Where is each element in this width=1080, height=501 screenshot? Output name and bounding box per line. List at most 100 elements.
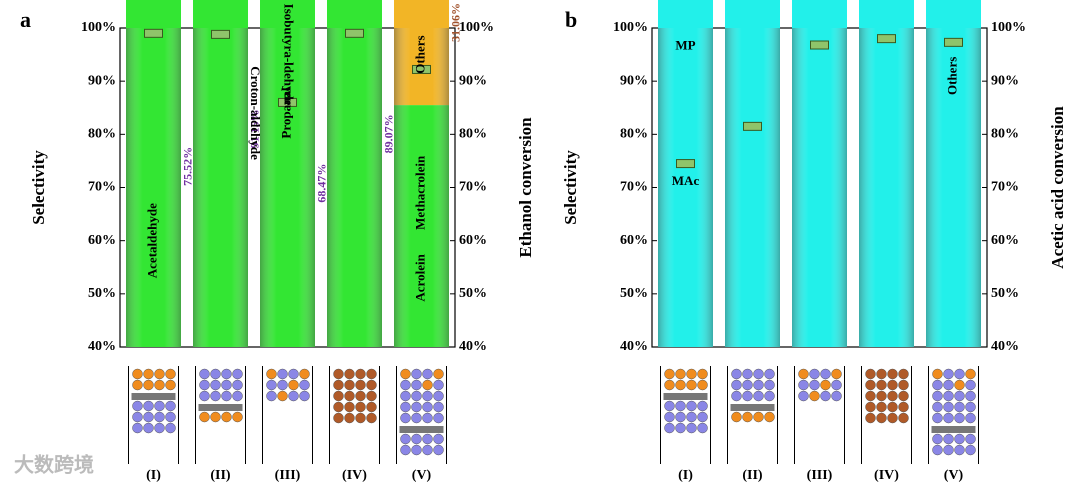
panel-letter: a bbox=[20, 7, 31, 32]
icon-atom bbox=[277, 379, 288, 391]
icon-atom bbox=[697, 422, 708, 434]
icon-atom bbox=[753, 368, 764, 380]
icon-atom bbox=[820, 390, 831, 402]
icon-atom bbox=[742, 368, 753, 380]
value-label: 31.06% bbox=[449, 3, 463, 42]
icon-atom bbox=[199, 379, 210, 391]
icon-layer bbox=[399, 426, 444, 433]
icon-atom bbox=[288, 368, 299, 380]
icon-atom bbox=[932, 433, 943, 445]
icon-atom bbox=[965, 412, 976, 424]
x-tick-label: (III) bbox=[275, 468, 301, 483]
annotation: Others bbox=[412, 35, 427, 73]
icon-atom bbox=[422, 412, 433, 424]
icon-atom bbox=[954, 444, 965, 456]
icon-atom bbox=[344, 368, 355, 380]
icon-atom bbox=[143, 379, 154, 391]
icon-atom bbox=[664, 368, 675, 380]
icon-atom bbox=[366, 401, 377, 413]
y-tick-label: 70% bbox=[88, 180, 116, 195]
icon-atom bbox=[132, 379, 143, 391]
icon-atom bbox=[143, 411, 154, 423]
icon-atom bbox=[697, 368, 708, 380]
icon-atom bbox=[411, 390, 422, 402]
icon-atom bbox=[932, 401, 943, 413]
icon-atom bbox=[154, 411, 165, 423]
icon-atom bbox=[943, 390, 954, 402]
icon-atom bbox=[954, 433, 965, 445]
icon-atom bbox=[675, 368, 686, 380]
y2-tick-label: 80% bbox=[991, 127, 1019, 142]
icon-atom bbox=[954, 379, 965, 391]
icon-atom bbox=[232, 368, 243, 380]
y-axis-label: Selectivity bbox=[29, 150, 48, 225]
x-tick-label: (III) bbox=[807, 468, 833, 483]
icon-atom bbox=[344, 379, 355, 391]
annotation: Isobutyra-ldehyde bbox=[282, 4, 297, 106]
icon-layer bbox=[663, 393, 708, 400]
icon-atom bbox=[199, 368, 210, 380]
icon-atom bbox=[954, 390, 965, 402]
y-tick-label: 60% bbox=[620, 233, 648, 248]
icon-atom bbox=[943, 412, 954, 424]
icon-atom bbox=[132, 411, 143, 423]
panel-letter: b bbox=[565, 7, 577, 32]
icon-atom bbox=[221, 411, 232, 423]
bar-shade bbox=[658, 28, 713, 347]
y2-tick-label: 80% bbox=[459, 127, 487, 142]
icon-atom bbox=[876, 401, 887, 413]
x-tick-label: (II) bbox=[742, 468, 763, 483]
icon-atom bbox=[355, 390, 366, 402]
icon-atom bbox=[965, 368, 976, 380]
icon-atom bbox=[898, 401, 909, 413]
conversion-marker bbox=[676, 159, 695, 169]
icon-atom bbox=[411, 433, 422, 445]
y-axis-label: Selectivity bbox=[561, 150, 580, 225]
icon-atom bbox=[232, 390, 243, 402]
icon-atom bbox=[865, 412, 876, 424]
icon-atom bbox=[366, 412, 377, 424]
value-label: 75.52% bbox=[181, 147, 195, 186]
icon-atom bbox=[400, 401, 411, 413]
icon-atom bbox=[686, 368, 697, 380]
icon-atom bbox=[686, 422, 697, 434]
icon-atom bbox=[333, 379, 344, 391]
bar-shade bbox=[193, 28, 248, 347]
icon-atom bbox=[764, 379, 775, 391]
icon-atom bbox=[333, 401, 344, 413]
icon-atom bbox=[400, 379, 411, 391]
icon-atom bbox=[820, 379, 831, 391]
icon-atom bbox=[165, 400, 176, 412]
value-label: 68.47% bbox=[315, 164, 329, 203]
icon-atom bbox=[400, 412, 411, 424]
icon-atom bbox=[433, 390, 444, 402]
icon-atom bbox=[333, 368, 344, 380]
icon-atom bbox=[742, 379, 753, 391]
icon-atom bbox=[865, 379, 876, 391]
icon-atom bbox=[675, 379, 686, 391]
x-tick-label: (IV) bbox=[874, 468, 899, 483]
value-label: 91.15% bbox=[248, 109, 262, 148]
icon-atom bbox=[355, 401, 366, 413]
icon-atom bbox=[132, 422, 143, 434]
bar-shade bbox=[926, 28, 981, 347]
icon-atom bbox=[411, 412, 422, 424]
icon-atom bbox=[932, 444, 943, 456]
icon-atom bbox=[366, 390, 377, 402]
icon-atom bbox=[400, 433, 411, 445]
icon-atom bbox=[898, 379, 909, 391]
icon-atom bbox=[820, 368, 831, 380]
icon-atom bbox=[433, 368, 444, 380]
icon-atom bbox=[433, 379, 444, 391]
icon-atom bbox=[299, 368, 310, 380]
icon-atom bbox=[288, 379, 299, 391]
icon-atom bbox=[686, 400, 697, 412]
icon-atom bbox=[798, 368, 809, 380]
icon-atom bbox=[154, 400, 165, 412]
bar-shade bbox=[126, 28, 181, 347]
annotation: Methacrolein bbox=[412, 155, 427, 230]
y-tick-label: 40% bbox=[620, 339, 648, 354]
icon-atom bbox=[411, 401, 422, 413]
y2-tick-label: 60% bbox=[991, 233, 1019, 248]
